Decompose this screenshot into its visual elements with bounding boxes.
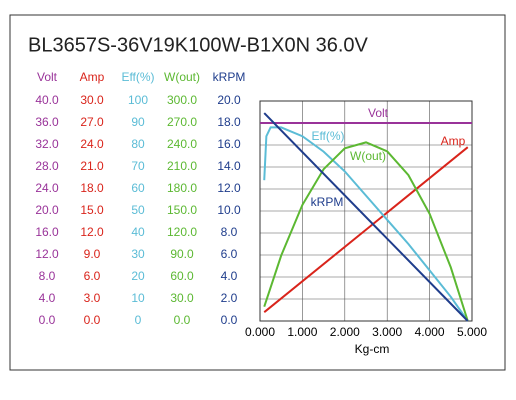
- x-tick-label: 2.000: [330, 325, 360, 339]
- y-tick-label: 10: [131, 291, 145, 305]
- y-tick-label: 0.0: [174, 313, 191, 327]
- y-tick-label: 270.0: [167, 115, 197, 129]
- plot-border: [259, 100, 473, 322]
- y-tick-label: 0.0: [39, 313, 56, 327]
- series-line: [263, 141, 469, 322]
- series-label: Eff(%): [311, 129, 344, 143]
- y-tick-label: 80: [131, 137, 145, 151]
- x-tick-label: 3.000: [372, 325, 402, 339]
- y-tick-label: 12.0: [35, 247, 59, 261]
- series-label: Amp: [441, 134, 466, 148]
- y-tick-label: 12.0: [80, 225, 104, 239]
- series-label: Volt: [368, 106, 389, 120]
- y-tick-label: 24.0: [80, 137, 104, 151]
- x-tick-label: 1.000: [287, 325, 317, 339]
- y-tick-label: 16.0: [217, 137, 241, 151]
- y-tick-label: 21.0: [80, 159, 104, 173]
- x-axis-label: Kg-cm: [355, 342, 390, 356]
- axis-header: W(out): [164, 70, 200, 84]
- series-label: W(out): [350, 149, 386, 163]
- y-tick-label: 150.0: [167, 203, 197, 217]
- y-tick-label: 240.0: [167, 137, 197, 151]
- y-tick-label: 28.0: [35, 159, 59, 173]
- y-tick-label: 9.0: [84, 247, 101, 261]
- y-tick-label: 50: [131, 203, 145, 217]
- x-tick-label: 4.000: [415, 325, 445, 339]
- y-tick-label: 14.0: [217, 159, 241, 173]
- axis-header: kRPM: [213, 70, 246, 84]
- y-tick-label: 30.0: [170, 291, 194, 305]
- chart-title: BL3657S-36V19K100W-B1X0N 36.0V: [28, 34, 369, 56]
- series-line: [263, 146, 469, 313]
- y-tick-label: 32.0: [35, 137, 59, 151]
- y-tick-label: 12.0: [217, 181, 241, 195]
- y-tick-label: 16.0: [35, 225, 59, 239]
- x-tick-label: 0.000: [245, 325, 275, 339]
- series-line: [263, 126, 469, 322]
- y-tick-label: 60: [131, 181, 145, 195]
- y-tick-label: 20: [131, 269, 145, 283]
- y-tick-label: 300.0: [167, 93, 197, 107]
- y-tick-label: 24.0: [35, 181, 59, 195]
- y-tick-label: 90.0: [170, 247, 194, 261]
- y-tick-label: 27.0: [80, 115, 104, 129]
- y-tick-label: 0: [135, 313, 142, 327]
- y-tick-label: 210.0: [167, 159, 197, 173]
- y-tick-label: 60.0: [170, 269, 194, 283]
- frame: [9, 14, 506, 371]
- y-tick-label: 30.0: [80, 93, 104, 107]
- y-tick-label: 4.0: [221, 269, 238, 283]
- y-tick-label: 20.0: [35, 203, 59, 217]
- axis-header: Amp: [80, 70, 105, 84]
- y-tick-label: 0.0: [221, 313, 238, 327]
- axis-header: Volt: [37, 70, 58, 84]
- y-tick-label: 100: [128, 93, 148, 107]
- y-tick-label: 120.0: [167, 225, 197, 239]
- y-tick-label: 20.0: [217, 93, 241, 107]
- y-tick-label: 18.0: [80, 181, 104, 195]
- y-tick-label: 70: [131, 159, 145, 173]
- y-tick-label: 180.0: [167, 181, 197, 195]
- series-label: kRPM: [311, 195, 344, 209]
- y-tick-label: 8.0: [221, 225, 238, 239]
- y-tick-label: 0.0: [84, 313, 101, 327]
- y-tick-label: 2.0: [221, 291, 238, 305]
- y-tick-label: 90: [131, 115, 145, 129]
- y-tick-label: 10.0: [217, 203, 241, 217]
- y-tick-label: 3.0: [84, 291, 101, 305]
- y-tick-label: 36.0: [35, 115, 59, 129]
- y-tick-label: 4.0: [39, 291, 56, 305]
- y-tick-label: 6.0: [221, 247, 238, 261]
- y-tick-label: 40.0: [35, 93, 59, 107]
- y-tick-label: 15.0: [80, 203, 104, 217]
- series-line: [263, 112, 469, 322]
- y-tick-label: 8.0: [39, 269, 56, 283]
- y-tick-label: 30: [131, 247, 145, 261]
- y-tick-label: 40: [131, 225, 145, 239]
- axis-header: Eff(%): [121, 70, 154, 84]
- y-tick-label: 6.0: [84, 269, 101, 283]
- y-tick-label: 18.0: [217, 115, 241, 129]
- x-tick-label: 5.000: [457, 325, 487, 339]
